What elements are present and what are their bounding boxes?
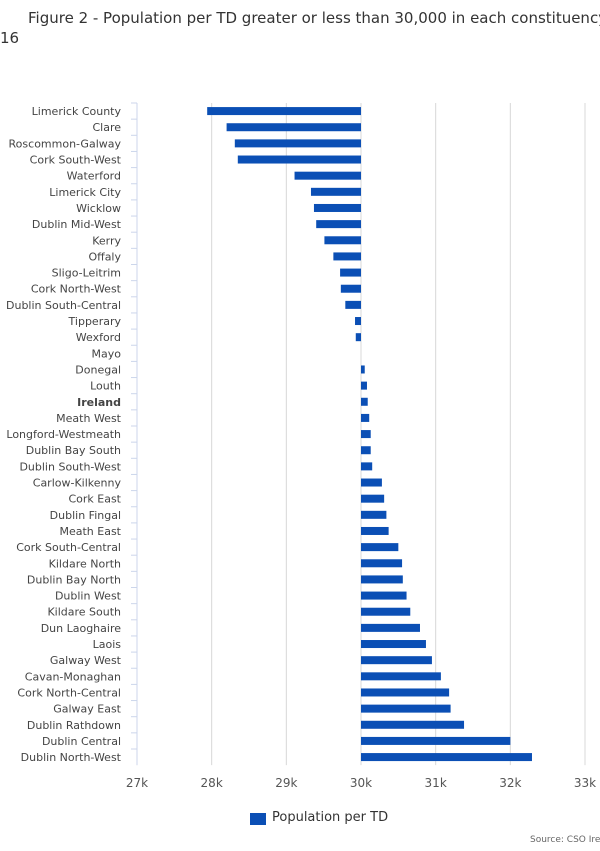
bar <box>361 736 511 745</box>
bar <box>294 171 361 180</box>
x-tick-label: 27k <box>126 776 148 790</box>
bar <box>355 333 361 342</box>
source-credit: Source: CSO Ireland <box>530 835 600 845</box>
category-label: Dublin Central <box>42 735 121 748</box>
category-label: Waterford <box>67 170 121 183</box>
category-label: Cork East <box>68 493 121 506</box>
category-label: Ireland <box>77 396 121 409</box>
bar <box>340 268 361 277</box>
bar <box>361 753 532 762</box>
category-label: Offaly <box>88 250 121 263</box>
category-label: Dublin North-West <box>21 751 122 764</box>
bar <box>361 397 368 406</box>
category-label: Dublin Bay South <box>26 444 121 457</box>
category-label: Dun Laoghaire <box>41 622 122 635</box>
category-label: Dublin South-Central <box>6 299 121 312</box>
category-label: Limerick County <box>32 105 122 118</box>
bar <box>361 704 451 713</box>
bar <box>361 543 399 552</box>
x-tick-label: 32k <box>499 776 521 790</box>
category-label: Dublin West <box>55 590 122 603</box>
category-label: Cavan-Monaghan <box>25 670 121 683</box>
category-label: Laois <box>93 638 122 651</box>
category-label: Wexford <box>76 331 121 344</box>
category-label: Dublin Bay North <box>27 573 121 586</box>
bar <box>361 559 403 568</box>
bar <box>226 123 361 132</box>
bar <box>333 252 361 261</box>
bar <box>324 236 361 245</box>
bar <box>355 317 361 326</box>
bar <box>361 365 365 374</box>
category-label: Wicklow <box>76 202 121 215</box>
category-label: Donegal <box>75 363 121 376</box>
category-label: Carlow-Kilkenny <box>33 477 122 490</box>
bar <box>234 139 361 148</box>
category-label: Meath West <box>56 412 122 425</box>
category-label: Dublin South-West <box>19 460 121 473</box>
bar <box>361 510 387 519</box>
category-label: Sligo-Leitrim <box>52 267 121 280</box>
category-label: Clare <box>92 121 121 134</box>
category-label: Kildare South <box>47 606 121 619</box>
chart-title-line2: 16 <box>0 29 20 47</box>
category-label: Tipperary <box>68 315 122 328</box>
bar <box>345 300 361 309</box>
x-tick-label: 28k <box>201 776 223 790</box>
category-label: Cork South-Central <box>16 541 121 554</box>
bar <box>361 462 373 471</box>
bar <box>361 656 432 665</box>
bar <box>361 591 407 600</box>
bar <box>340 284 361 293</box>
category-label: Dublin Fingal <box>50 509 121 522</box>
category-label: Cork South-West <box>30 154 122 167</box>
x-tick-label: 29k <box>275 776 297 790</box>
bar <box>361 413 370 422</box>
category-label: Dublin Rathdown <box>27 719 121 732</box>
bar-chart: 27k 28k 29k 30k 31k 32k 33k Limerick County Clar… <box>6 102 596 790</box>
bar <box>310 187 361 196</box>
x-tick-label: 30k <box>350 776 372 790</box>
category-label: Roscommon-Galway <box>9 137 122 150</box>
bar <box>361 478 382 487</box>
bar <box>361 494 385 503</box>
bar <box>361 607 411 616</box>
category-label: Louth <box>90 380 121 393</box>
category-label: Mayo <box>92 347 122 360</box>
bar <box>207 107 361 116</box>
category-label: Galway East <box>53 703 121 716</box>
category-label: Longford-Westmeath <box>6 428 121 441</box>
bar <box>361 575 403 584</box>
bar <box>361 381 367 390</box>
bar <box>361 623 420 632</box>
bar <box>361 430 371 439</box>
legend-label: Population per TD <box>272 810 389 825</box>
legend[interactable]: Population per TD <box>0 808 600 830</box>
bar <box>361 526 389 535</box>
category-label: Dublin Mid-West <box>32 218 122 231</box>
bar <box>361 720 465 729</box>
bar <box>316 220 361 229</box>
category-label: Cork North-Central <box>17 686 121 699</box>
bar <box>361 446 371 455</box>
category-label: Kerry <box>92 234 121 247</box>
category-label: Galway West <box>50 654 122 667</box>
category-label: Kildare North <box>49 557 121 570</box>
bar <box>361 672 441 681</box>
chart-title-line1: Figure 2 - Population per TD greater or … <box>28 9 600 27</box>
legend-swatch <box>250 813 266 825</box>
bar <box>361 640 426 649</box>
bar <box>361 688 450 697</box>
bar <box>313 203 361 212</box>
category-label: Limerick City <box>49 186 121 199</box>
chart-title: Figure 2 - Population per TD greater or … <box>0 8 600 48</box>
bar <box>237 155 361 164</box>
x-tick-label: 31k <box>425 776 447 790</box>
x-tick-label: 33k <box>574 776 596 790</box>
category-label: Cork North-West <box>31 283 122 296</box>
category-label: Meath East <box>59 525 121 538</box>
